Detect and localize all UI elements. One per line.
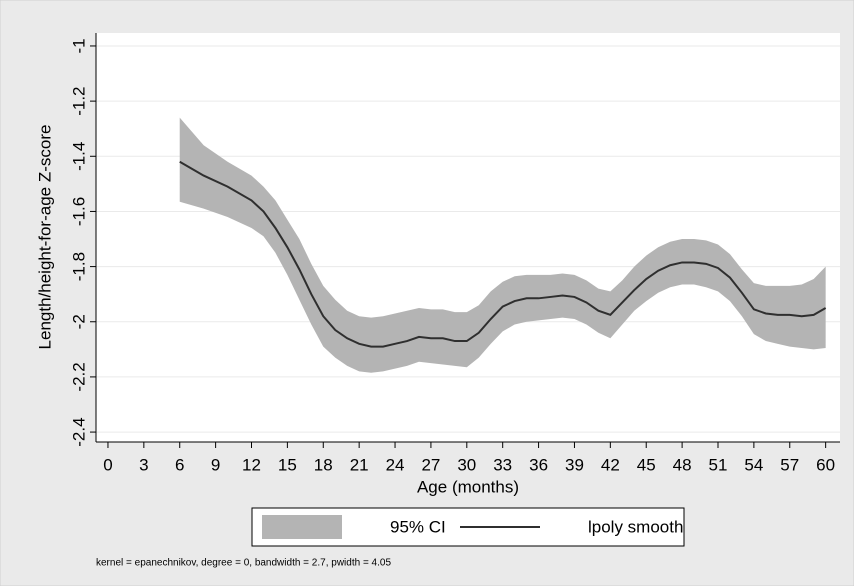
x-tick-label: 51 (709, 455, 728, 474)
x-tick-label: 42 (601, 455, 620, 474)
x-axis-title: Age (months) (417, 477, 519, 496)
x-tick-label: 30 (457, 455, 476, 474)
x-tick-label: 48 (673, 455, 692, 474)
y-tick-label: -1.2 (69, 86, 88, 115)
x-tick-label: 54 (744, 455, 763, 474)
x-tick-label: 45 (637, 455, 656, 474)
y-tick-label: -2 (69, 314, 88, 329)
x-tick-label: 21 (350, 455, 369, 474)
x-tick-label: 57 (780, 455, 799, 474)
x-tick-label: 0 (103, 455, 112, 474)
plot-region (96, 33, 840, 442)
y-tick-label: -1 (69, 38, 88, 53)
x-tick-label: 15 (278, 455, 297, 474)
x-tick-label: 60 (816, 455, 835, 474)
y-tick-label: -2.2 (69, 362, 88, 391)
legend-swatch (262, 515, 342, 539)
x-tick-label: 27 (421, 455, 440, 474)
x-tick-label: 12 (242, 455, 261, 474)
legend-label: 95% CI (390, 517, 446, 536)
y-axis-title: Length/height-for-age Z-score (35, 125, 54, 350)
x-tick-label: 6 (175, 455, 184, 474)
y-tick-label: -1.4 (69, 142, 88, 171)
smooth-line (179, 160, 827, 348)
legend-label: lpoly smooth (588, 517, 683, 536)
y-tick-label: -1.8 (69, 252, 88, 281)
y-tick-label: -2.4 (69, 417, 88, 446)
x-tick-label: 33 (493, 455, 512, 474)
x-tick-label: 18 (314, 455, 333, 474)
x-tick-label: 24 (386, 455, 405, 474)
x-tick-label: 9 (211, 455, 220, 474)
note: kernel = epanechnikov, degree = 0, bandw… (96, 558, 391, 569)
x-tick-label: 39 (565, 455, 584, 474)
ci-band (179, 117, 826, 373)
x-tick-label: 3 (139, 455, 148, 474)
x-tick-label: 36 (529, 455, 548, 474)
y-tick-label: -1.6 (69, 197, 88, 226)
